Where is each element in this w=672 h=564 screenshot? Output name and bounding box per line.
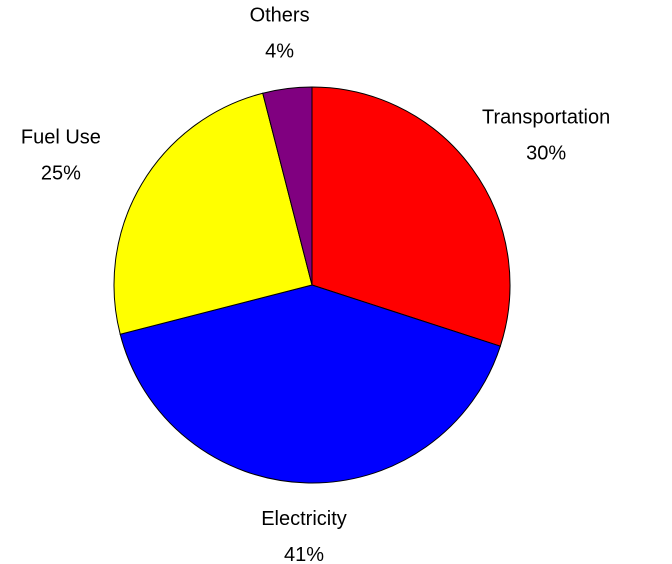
slice-label: Transportation	[482, 107, 610, 129]
pie-slice	[119, 284, 501, 484]
pie-slice	[311, 86, 511, 347]
slice-label: Others	[250, 4, 310, 26]
slice-label: Electricity	[261, 508, 347, 530]
value-label: 41%	[284, 544, 324, 564]
value-label: 25%	[41, 162, 81, 184]
value-label: 4%	[265, 40, 294, 62]
pie-slice	[262, 86, 313, 286]
slice-label: Fuel Use	[21, 126, 101, 148]
pie-slice	[113, 92, 313, 335]
value-label: 30%	[526, 143, 566, 165]
